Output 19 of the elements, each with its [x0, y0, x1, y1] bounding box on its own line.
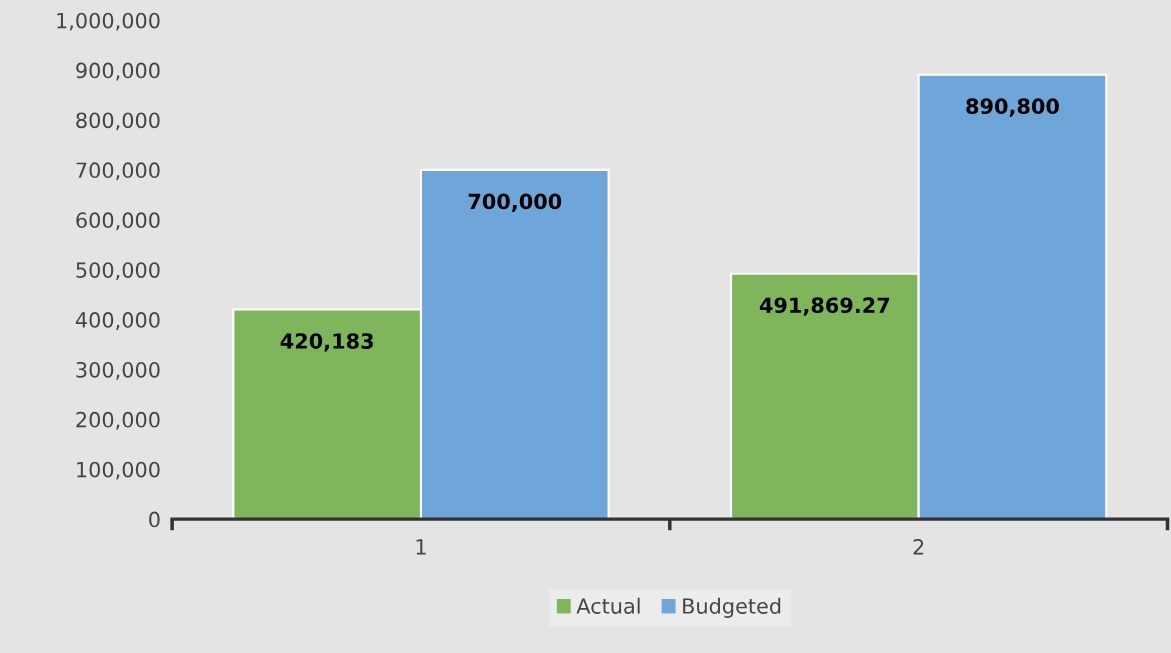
data-label: 890,800 — [966, 98, 1059, 117]
y-tick-label: 100,000 — [77, 461, 160, 480]
data-label: 491,869.27 — [759, 297, 890, 316]
y-tick-label: 600,000 — [76, 212, 160, 231]
legend-label: Actual — [576, 597, 640, 614]
legend-label: Budgeted — [683, 597, 781, 618]
y-tick-label: 800,000 — [76, 112, 160, 131]
y-tick-label: 200,000 — [76, 411, 160, 430]
x-tick-label: 2 — [913, 538, 924, 555]
y-tick-label: 500,000 — [76, 262, 160, 281]
y-tick-label: 900,000 — [76, 62, 160, 81]
data-label: 700,000 — [468, 193, 562, 212]
y-tick-label: 300,000 — [76, 361, 160, 380]
y-tick-label: 1,000,000 — [57, 12, 160, 31]
y-tick-label: 400,000 — [75, 312, 160, 330]
data-label: 420,183 — [280, 333, 373, 352]
y-tick-label: 700,000 — [76, 162, 160, 181]
x-tick-label: 1 — [416, 539, 426, 555]
y-tick-label: 0 — [149, 511, 160, 528]
